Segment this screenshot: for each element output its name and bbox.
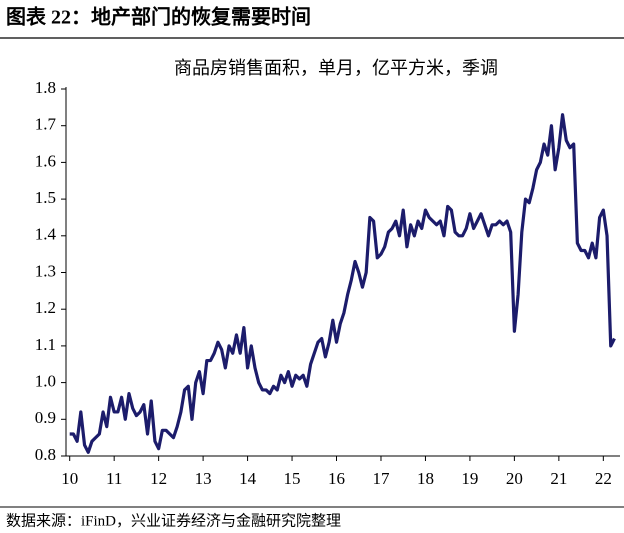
- y-tick-label: 0.9: [35, 408, 56, 427]
- x-tick-label: 17: [372, 469, 390, 488]
- source-note: 数据来源：iFinD，兴业证券经济与金融研究院整理: [6, 511, 341, 529]
- header-title: 图表 22：地产部门的恢复需要时间: [6, 5, 311, 29]
- y-tick-label: 1.7: [35, 115, 57, 134]
- y-tick-label: 1.4: [35, 225, 57, 244]
- x-tick-label: 20: [506, 469, 523, 488]
- x-tick-label: 12: [150, 469, 167, 488]
- x-tick-label: 15: [284, 469, 301, 488]
- y-tick-label: 1.0: [35, 372, 56, 391]
- x-tick-label: 10: [61, 469, 78, 488]
- y-tick-label: 0.8: [35, 445, 56, 464]
- data-line: [69, 113, 616, 454]
- y-tick-label: 1.5: [35, 188, 56, 207]
- x-tick-label: 21: [550, 469, 567, 488]
- y-tick-label: 1.6: [35, 151, 56, 170]
- y-tick-label: 1.1: [35, 335, 56, 354]
- x-tick-label: 19: [461, 469, 478, 488]
- x-tick-label: 16: [328, 469, 345, 488]
- y-tick-label: 1.2: [35, 298, 56, 317]
- x-tick-label: 13: [195, 469, 212, 488]
- y-tick-label: 1.8: [35, 78, 56, 97]
- x-tick-label: 22: [595, 469, 612, 488]
- x-tick-label: 18: [417, 469, 434, 488]
- y-tick-label: 1.3: [35, 261, 56, 280]
- x-tick-label: 14: [239, 469, 257, 488]
- x-tick-label: 11: [106, 469, 122, 488]
- chart-title: 商品房销售面积，单月，亿平方米，季调: [174, 58, 498, 78]
